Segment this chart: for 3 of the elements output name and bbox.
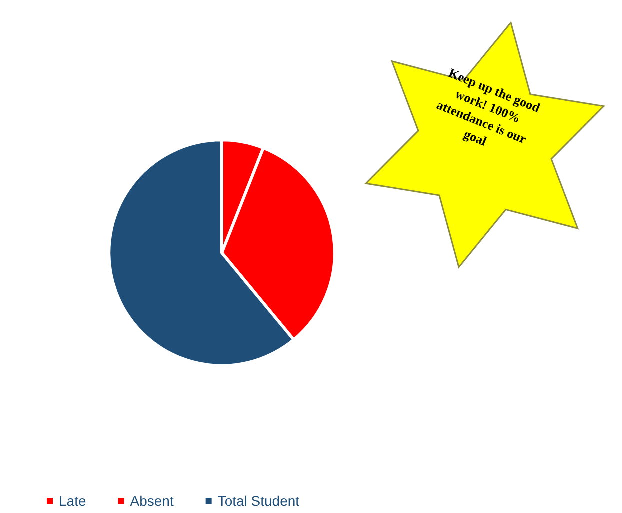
legend-label: Total Student	[218, 493, 300, 509]
legend-label: Absent	[130, 493, 174, 509]
legend-label: Late	[59, 493, 86, 509]
